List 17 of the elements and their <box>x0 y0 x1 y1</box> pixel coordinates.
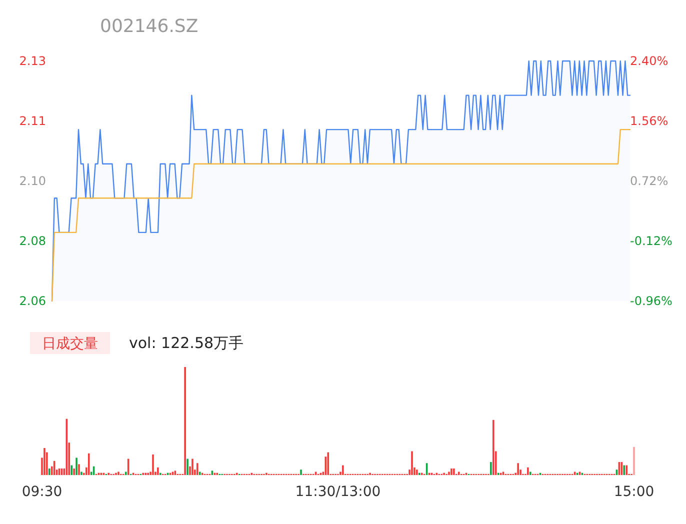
text: vol: 122.58万手 <box>129 334 244 352</box>
y2-tick-label: -0.12% <box>630 234 672 248</box>
y-tick-label: 2.08 <box>19 234 46 248</box>
y-tick-label: 2.11 <box>19 114 46 128</box>
y2-tick-label: 2.40% <box>630 54 668 68</box>
chart-title: 002146.SZ <box>100 16 198 37</box>
y2-tick-label: 0.72% <box>630 174 668 188</box>
y2-tick-label: -0.96% <box>630 294 672 308</box>
x-tick-label: 15:00 <box>614 484 654 500</box>
x-tick-label: 11:30/13:00 <box>295 484 381 500</box>
x-tick-label: 09:30 <box>22 484 62 500</box>
y-tick-label: 2.13 <box>19 54 46 68</box>
y-tick-label: 2.06 <box>19 294 46 308</box>
y-tick-label: 2.10 <box>19 174 46 188</box>
y2-tick-label: 1.56% <box>630 114 668 128</box>
text: 日成交量 <box>42 336 98 352</box>
line-series <box>51 128 631 302</box>
